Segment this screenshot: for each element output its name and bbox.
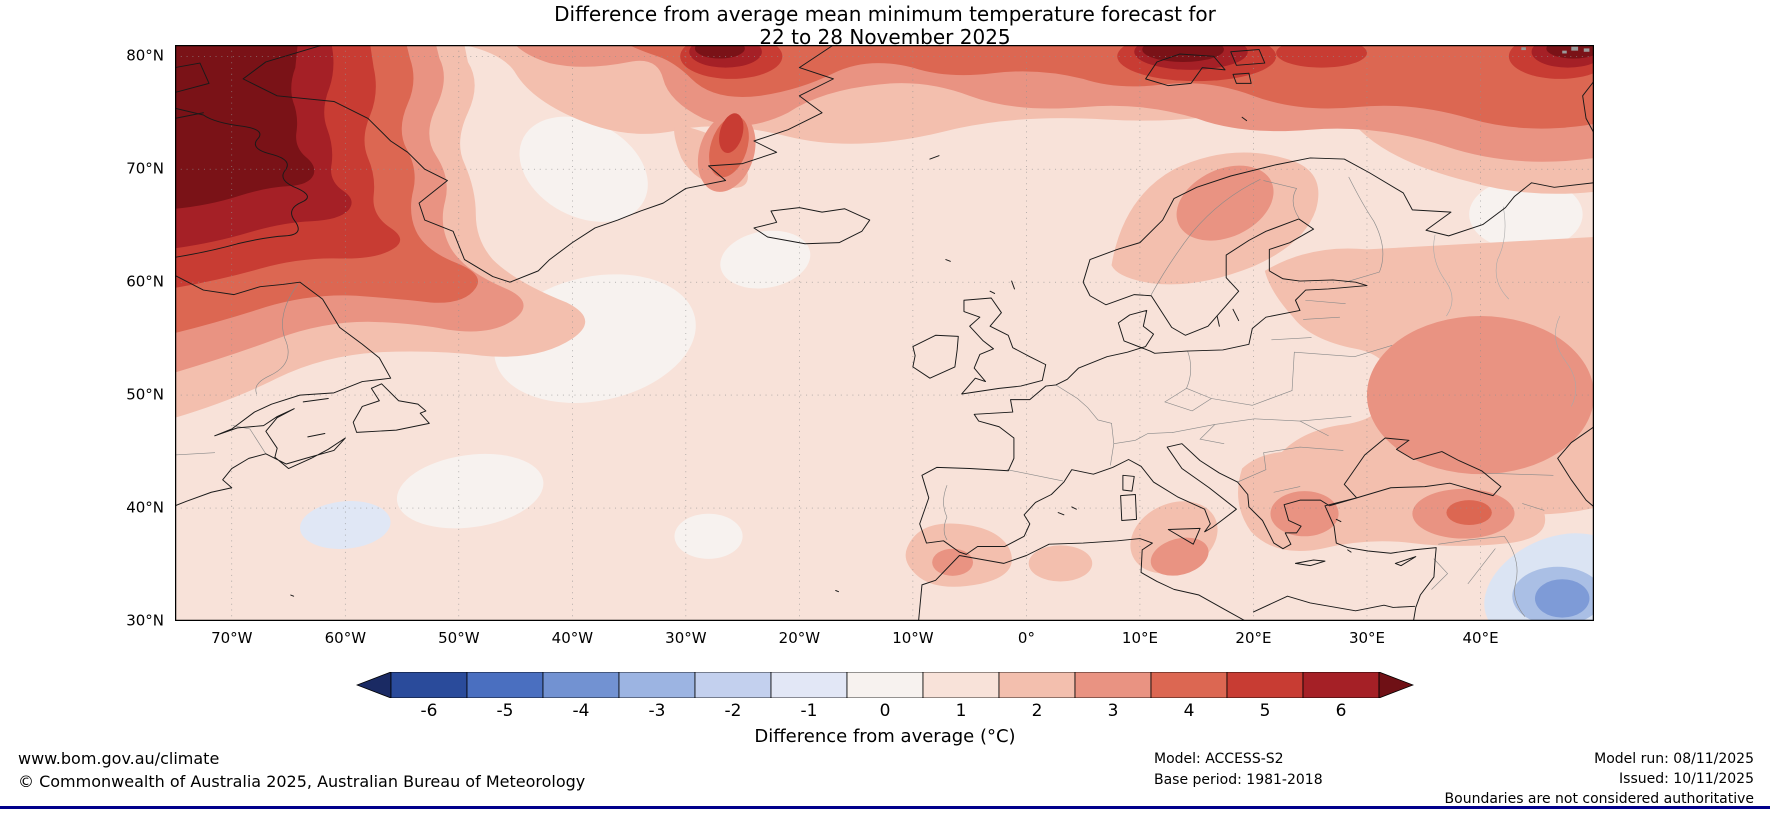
footer-right: Model run: 08/11/2025 Issued: 10/11/2025… bbox=[1445, 749, 1754, 809]
colorbar-tick-label: -5 bbox=[496, 701, 514, 721]
lat-tick-label: 50°N bbox=[126, 385, 164, 404]
colorbar-segment bbox=[998, 671, 1076, 699]
colorbar-svg bbox=[355, 671, 1415, 699]
footer-model: Model: ACCESS-S2 bbox=[1154, 751, 1284, 767]
lon-tick-label: 40°W bbox=[551, 629, 594, 647]
colorbar-tick-label: -6 bbox=[420, 701, 438, 721]
colorbar-segment bbox=[1074, 671, 1152, 699]
colorbar-tick-label: 4 bbox=[1183, 701, 1195, 721]
colorbar-tick-label: 1 bbox=[955, 701, 967, 721]
colorbar-segment bbox=[922, 671, 1000, 699]
lat-tick-label: 60°N bbox=[126, 272, 164, 291]
colorbar-tick-label: -2 bbox=[724, 701, 742, 721]
footer-model-run: Model run: 08/11/2025 bbox=[1594, 751, 1754, 767]
lon-tick-label: 20°E bbox=[1235, 629, 1272, 647]
footer-url: www.bom.gov.au/climate bbox=[18, 749, 220, 768]
lon-tick-label: 50°W bbox=[438, 629, 480, 647]
colorbar-tick-label: 0 bbox=[879, 701, 891, 721]
lon-tick-label: 70°W bbox=[211, 629, 253, 647]
graticule-gridlines bbox=[175, 45, 1594, 621]
bottom-divider-line bbox=[0, 806, 1770, 809]
colorbar-segment bbox=[770, 671, 848, 699]
footer-boundaries-note: Boundaries are not considered authoritat… bbox=[1444, 791, 1754, 807]
colorbar-segment bbox=[1226, 671, 1304, 699]
footer-issued: Issued: 10/11/2025 bbox=[1619, 771, 1754, 787]
lat-tick-label: 40°N bbox=[126, 498, 164, 517]
lon-tick-label: 20°W bbox=[778, 629, 821, 647]
footer-left: www.bom.gov.au/climate © Commonwealth of… bbox=[18, 747, 585, 793]
lon-tick-label: 60°W bbox=[324, 629, 367, 647]
footer-center: Model: ACCESS-S2 Base period: 1981-2018 bbox=[1154, 749, 1323, 791]
colorbar-left-arrow bbox=[355, 671, 392, 699]
colorbar-tick-label: -4 bbox=[572, 701, 590, 721]
anomaly-map-svg bbox=[175, 45, 1594, 621]
colorbar-tick-label: 6 bbox=[1335, 701, 1347, 721]
colorbar-segment bbox=[466, 671, 544, 699]
lon-tick-label: 30°W bbox=[665, 629, 707, 647]
temperature-anomaly-field bbox=[175, 45, 1594, 621]
colorbar bbox=[355, 671, 1415, 699]
lon-tick-label: 10°W bbox=[892, 629, 934, 647]
lat-tick-label: 80°N bbox=[126, 46, 164, 65]
colorbar-tick-label: -1 bbox=[800, 701, 818, 721]
lat-tick-label: 30°N bbox=[126, 611, 164, 630]
colorbar-segment bbox=[1302, 671, 1380, 699]
colorbar-tick-label: 5 bbox=[1259, 701, 1271, 721]
lon-tick-label: 40°E bbox=[1462, 629, 1499, 647]
footer-base-period: Base period: 1981-2018 bbox=[1154, 772, 1323, 788]
title-line2: 22 to 28 November 2025 bbox=[759, 25, 1011, 49]
lon-tick-label: 0° bbox=[1017, 629, 1035, 647]
lat-tick-label: 70°N bbox=[126, 159, 164, 178]
colorbar-tick-label: 3 bbox=[1107, 701, 1119, 721]
page-title: Difference from average mean minimum tem… bbox=[0, 3, 1770, 49]
lon-tick-label: 30°E bbox=[1348, 629, 1386, 647]
colorbar-segment bbox=[694, 671, 772, 699]
colorbar-segment bbox=[618, 671, 696, 699]
rivers bbox=[1433, 206, 1577, 407]
colorbar-axis-label: Difference from average (°C) bbox=[754, 726, 1016, 747]
colorbar-right-arrow bbox=[1378, 671, 1415, 699]
colorbar-segment bbox=[390, 671, 468, 699]
map-frame bbox=[175, 45, 1594, 621]
coastlines bbox=[175, 45, 1594, 621]
footer-copyright: © Commonwealth of Australia 2025, Austra… bbox=[18, 772, 586, 791]
colorbar-tick-label: 2 bbox=[1031, 701, 1043, 721]
arctic-islets bbox=[1521, 46, 1590, 54]
title-line1: Difference from average mean minimum tem… bbox=[554, 2, 1216, 26]
colorbar-segment bbox=[1150, 671, 1228, 699]
colorbar-tick-label: -3 bbox=[648, 701, 666, 721]
country-borders bbox=[175, 176, 1554, 617]
lon-tick-label: 10°E bbox=[1121, 629, 1158, 647]
colorbar-segment bbox=[542, 671, 620, 699]
colorbar-segment bbox=[846, 671, 924, 699]
